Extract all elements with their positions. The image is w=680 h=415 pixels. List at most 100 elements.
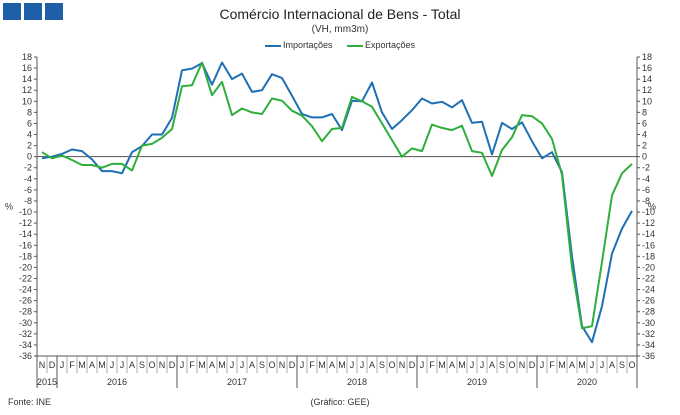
y-tick-label-left: 16: [22, 63, 32, 73]
month-label: O: [268, 360, 275, 370]
month-label: S: [139, 360, 145, 370]
year-label: 2015: [37, 377, 57, 387]
month-label: J: [590, 360, 595, 370]
year-label: 2019: [467, 377, 487, 387]
month-label: M: [338, 360, 346, 370]
y-tick-label-right: 14: [642, 74, 652, 84]
exports-series-line: [41, 61, 633, 330]
y-axis-unit-right: %: [648, 202, 656, 212]
y-tick-label-right: -24: [642, 285, 655, 295]
y-tick-label-left: -26: [19, 296, 32, 306]
y-tick-label-left: -30: [19, 318, 32, 328]
month-label: M: [78, 360, 86, 370]
month-label: S: [499, 360, 505, 370]
y-tick-label-left: 6: [27, 118, 32, 128]
month-label: S: [619, 360, 625, 370]
month-label: A: [369, 360, 375, 370]
y-tick-label-right: -22: [642, 273, 655, 283]
y-tick-label-right: -14: [642, 229, 655, 239]
y-tick-label-left: -24: [19, 285, 32, 295]
month-label: O: [388, 360, 395, 370]
legend-item-imports: Importações: [264, 40, 333, 50]
month-label: D: [49, 360, 56, 370]
y-tick-label-left: -4: [24, 174, 32, 184]
month-label: J: [230, 360, 235, 370]
legend-label-imports: Importações: [282, 40, 333, 50]
y-tick-label-left: -28: [19, 307, 32, 317]
month-label: M: [458, 360, 466, 370]
y-tick-label-right: 10: [642, 96, 652, 106]
month-label: J: [480, 360, 485, 370]
month-label: F: [549, 360, 555, 370]
month-label: A: [489, 360, 495, 370]
y-tick-label-left: 18: [22, 52, 32, 62]
y-tick-label-right: -36: [642, 351, 655, 361]
month-label: F: [309, 360, 315, 370]
y-axis-unit-left: %: [5, 202, 13, 212]
month-label: J: [60, 360, 65, 370]
legend-item-exports: Exportações: [347, 40, 415, 50]
y-tick-label-left: -34: [19, 340, 32, 350]
y-tick-label-left: 0: [27, 152, 32, 162]
y-tick-label-left: 4: [27, 130, 32, 140]
legend: Importações Exportações: [0, 40, 680, 50]
y-tick-label-right: -30: [642, 318, 655, 328]
logo-block-2: [24, 3, 42, 20]
y-tick-label-left: -36: [19, 351, 32, 361]
month-label: A: [129, 360, 135, 370]
y-tick-label-right: -32: [642, 329, 655, 339]
logo-block-1: [3, 3, 21, 20]
y-tick-label-right: 6: [642, 118, 647, 128]
month-label: J: [540, 360, 545, 370]
y-tick-label-right: -26: [642, 296, 655, 306]
month-label: A: [449, 360, 455, 370]
y-tick-label-left: -12: [19, 218, 32, 228]
y-tick-label-right: 8: [642, 107, 647, 117]
month-label: M: [578, 360, 586, 370]
month-label: A: [329, 360, 335, 370]
month-label: O: [508, 360, 515, 370]
month-label: F: [69, 360, 75, 370]
month-label: M: [318, 360, 326, 370]
y-tick-label-left: -22: [19, 273, 32, 283]
y-tick-label-left: 14: [22, 74, 32, 84]
month-label: O: [628, 360, 635, 370]
chart-credit: (Gráfico: GEE): [310, 397, 370, 407]
month-label: F: [429, 360, 435, 370]
y-tick-label-right: -12: [642, 218, 655, 228]
y-tick-label-right: -16: [642, 240, 655, 250]
y-tick-label-left: 12: [22, 85, 32, 95]
imports-series-line: [41, 61, 633, 344]
y-tick-label-right: 2: [642, 141, 647, 151]
month-label: D: [169, 360, 176, 370]
month-label: J: [600, 360, 605, 370]
y-tick-label-right: 18: [642, 52, 652, 62]
y-tick-label-right: -34: [642, 340, 655, 350]
y-tick-label-right: -18: [642, 251, 655, 261]
y-tick-label-right: -8: [642, 196, 650, 206]
month-label: N: [159, 360, 166, 370]
month-label: N: [39, 360, 46, 370]
chart-subtitle: (VH, mm3m): [311, 24, 369, 35]
y-tick-label-left: -8: [24, 196, 32, 206]
year-label: 2016: [107, 377, 127, 387]
month-label: J: [300, 360, 305, 370]
chart-title: Comércio Internacional de Bens - Total: [219, 6, 461, 22]
y-tick-label-right: 0: [642, 152, 647, 162]
month-label: D: [289, 360, 296, 370]
y-tick-label-right: -4: [642, 174, 650, 184]
month-label: J: [240, 360, 245, 370]
month-label: O: [148, 360, 155, 370]
month-label: M: [558, 360, 566, 370]
legend-swatch-exports: [347, 44, 363, 47]
month-label: J: [360, 360, 365, 370]
month-label: N: [519, 360, 526, 370]
month-label: J: [470, 360, 475, 370]
month-label: S: [379, 360, 385, 370]
month-label: M: [198, 360, 206, 370]
month-label: D: [409, 360, 416, 370]
month-label: J: [120, 360, 125, 370]
y-tick-label-left: -6: [24, 185, 32, 195]
y-tick-label-right: 12: [642, 85, 652, 95]
y-tick-label-right: -28: [642, 307, 655, 317]
